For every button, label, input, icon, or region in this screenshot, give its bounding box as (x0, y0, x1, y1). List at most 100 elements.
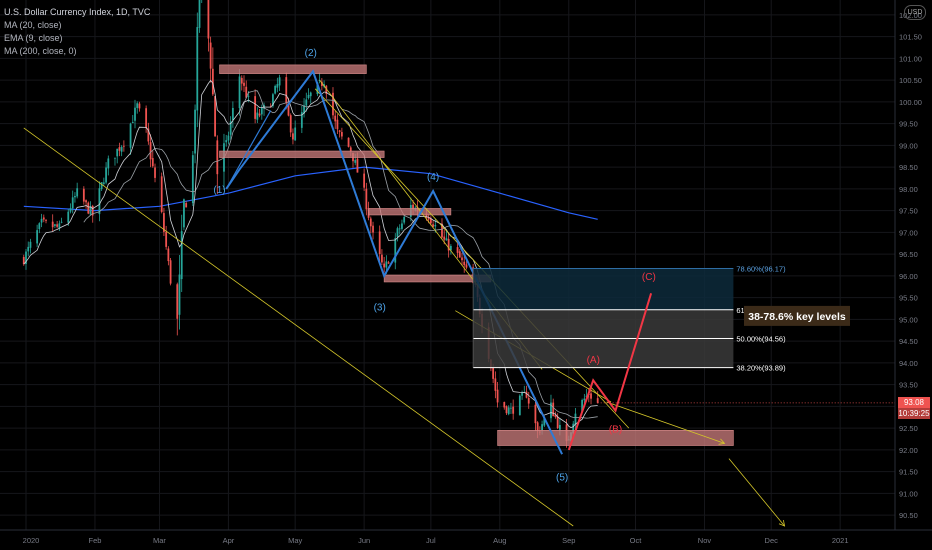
candle-body (161, 176, 163, 212)
candle-body (385, 261, 387, 267)
candle-body (535, 405, 537, 423)
candle-body (521, 393, 523, 396)
currency-button[interactable]: USD (904, 5, 926, 20)
candle-body (559, 425, 561, 430)
y-tick-label: 98.50 (899, 163, 918, 172)
y-tick-label: 91.00 (899, 489, 918, 498)
candle-body (341, 132, 343, 136)
candle-body (503, 402, 505, 407)
candle-body (181, 231, 183, 279)
candle-body (72, 197, 74, 208)
candle-body (279, 77, 281, 85)
candle-body (434, 225, 436, 226)
candle-body (370, 219, 372, 227)
candle-body (292, 133, 294, 139)
candle-body (214, 96, 216, 136)
candle-body (27, 247, 29, 251)
candle-body (557, 417, 559, 428)
x-tick-label: 2021 (832, 536, 849, 545)
candle-body (590, 393, 592, 398)
candle-body (519, 396, 521, 416)
candle-body (103, 182, 105, 183)
candle-body (541, 424, 543, 430)
candle-body (294, 128, 296, 141)
projection-label: (B) (609, 424, 622, 435)
candle-body (123, 146, 125, 147)
candle-body (354, 160, 356, 163)
candle-body (192, 155, 194, 203)
candle-body (446, 238, 448, 240)
candle-body (134, 108, 136, 121)
candle-body (136, 103, 138, 108)
candle-body (256, 113, 258, 120)
x-tick-label: Apr (223, 536, 235, 545)
legend-ema9: EMA (9, close) (4, 32, 150, 45)
candle-body (119, 147, 121, 151)
candle-body (232, 108, 234, 120)
candle-body (363, 174, 365, 188)
candle (214, 96, 216, 137)
candle-body (334, 116, 336, 122)
candle-body (43, 217, 45, 219)
candle (170, 258, 172, 285)
candle-body (154, 168, 156, 178)
fib-level-label: 38.20%(93.89) (736, 364, 786, 373)
last-price-tag: 93.08 (898, 397, 930, 408)
candle-body (583, 399, 585, 401)
candle-body (372, 226, 374, 233)
y-tick-label: 92.00 (899, 446, 918, 455)
y-tick-label: 94.00 (899, 359, 918, 368)
projection-label: (A) (587, 355, 600, 366)
legend-ma200: MA (200, close, 0) (4, 45, 150, 58)
candle-body (67, 212, 69, 223)
y-tick-label: 98.00 (899, 185, 918, 194)
candle-body (274, 86, 276, 94)
candle-body (212, 69, 214, 95)
candle-body (526, 392, 528, 398)
candle-body (305, 99, 307, 105)
candle-body (70, 208, 72, 211)
candle-body (290, 115, 292, 132)
candle-body (83, 189, 85, 202)
candle-body (397, 228, 399, 237)
candle (274, 85, 276, 95)
price-zone (220, 65, 367, 74)
candle-body (379, 231, 381, 254)
candle-body (248, 96, 250, 97)
x-tick-label: Nov (698, 536, 712, 545)
candle-body (365, 189, 367, 210)
candle-body (461, 258, 463, 261)
candle-body (41, 219, 43, 223)
y-tick-label: 93.50 (899, 381, 918, 390)
candle-body (36, 230, 38, 243)
legend-ma20: MA (20, close) (4, 19, 150, 32)
x-tick-label: May (288, 536, 302, 545)
candle-body (179, 275, 181, 315)
candle-body (208, 0, 210, 39)
annotation-text: 38-78.6% key levels (748, 311, 846, 323)
y-tick-label: 96.00 (899, 272, 918, 281)
candle-body (56, 224, 58, 226)
y-tick-label: 97.50 (899, 207, 918, 216)
candle-body (497, 390, 499, 403)
y-tick-label: 92.50 (899, 424, 918, 433)
candle (161, 173, 163, 214)
candle-body (101, 182, 103, 189)
candle-body (54, 224, 56, 226)
candle-body (167, 249, 169, 262)
candle-body (337, 120, 339, 130)
candle-body (216, 140, 218, 174)
candle-body (38, 223, 40, 229)
wave-label: (1) (213, 185, 225, 196)
candle (183, 199, 185, 231)
candle-body (99, 188, 101, 214)
x-tick-label: Oct (630, 536, 643, 545)
candle-body (185, 203, 187, 207)
y-tick-label: 100.50 (899, 76, 922, 85)
candle-body (388, 262, 390, 263)
candle-body (510, 408, 512, 409)
candle-body (310, 93, 312, 97)
candle-body (130, 124, 132, 148)
x-tick-label: Sep (562, 536, 575, 545)
